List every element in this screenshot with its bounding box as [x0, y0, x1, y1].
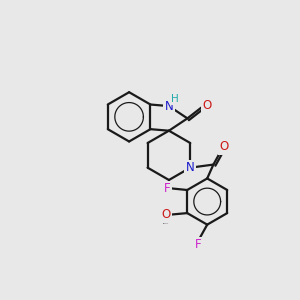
Text: N: N — [165, 100, 173, 112]
Text: H: H — [171, 94, 179, 104]
Text: methoxy: methoxy — [163, 223, 170, 224]
Text: F: F — [195, 238, 201, 251]
Text: O: O — [220, 140, 229, 153]
Text: N: N — [186, 161, 195, 174]
Text: O: O — [162, 208, 171, 221]
Text: F: F — [164, 182, 170, 195]
Text: O: O — [202, 99, 211, 112]
